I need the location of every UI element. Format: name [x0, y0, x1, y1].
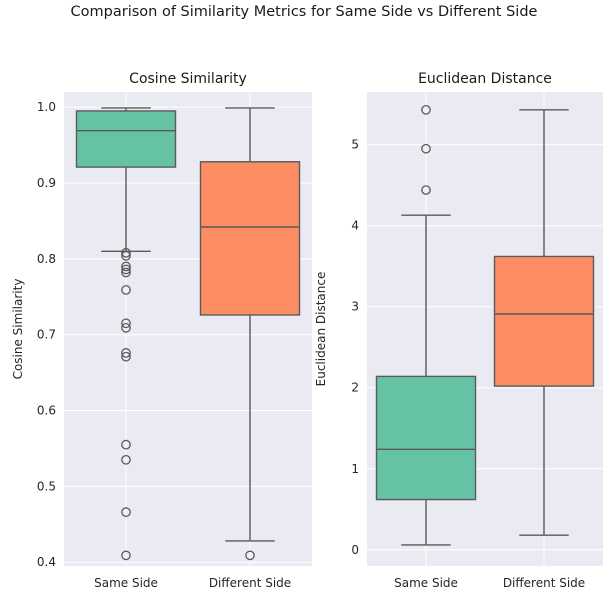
y-tick-label: 1.0: [37, 100, 56, 114]
outlier-point: [121, 264, 131, 275]
x-tick-label: Different Side: [209, 576, 291, 590]
outlier-point: [121, 261, 131, 272]
y-tick-label: 2: [351, 381, 359, 395]
box-same-side: [375, 104, 477, 546]
outlier-point: [121, 348, 131, 358]
y-tick-label: 1: [351, 462, 359, 476]
outlier-point: [121, 454, 131, 465]
y-tick-label: 0.4: [37, 555, 56, 569]
box-different-side: [199, 107, 301, 561]
y-tick-label: 0.7: [37, 328, 56, 342]
x-tick-label: Same Side: [94, 576, 158, 590]
outlier-point: [121, 550, 131, 561]
box-iqr: [493, 255, 595, 387]
outlier-point: [121, 267, 131, 278]
figure-suptitle: Comparison of Similarity Metrics for Sam…: [70, 4, 538, 20]
outlier-point: [121, 247, 131, 258]
outlier-point: [121, 318, 131, 329]
outlier-point: [121, 439, 131, 450]
y-axis-label: Euclidean Distance: [314, 272, 328, 387]
y-tick-label: 5: [351, 138, 359, 152]
x-tick-label: Same Side: [394, 576, 458, 590]
outlier-point: [121, 507, 131, 518]
y-tick-label: 3: [351, 300, 359, 314]
outlier-point: [121, 250, 131, 261]
y-tick-label: 0: [351, 543, 359, 557]
box-iqr: [199, 161, 301, 316]
y-tick-label: 0.8: [37, 252, 56, 266]
y-tick-label: 0.9: [37, 176, 56, 190]
y-tick-label: 0.6: [37, 404, 56, 418]
outlier-point: [421, 185, 431, 195]
panel-2: 0 1 2 3 4 5 Same Side Different Side Euclidean D…: [314, 71, 603, 590]
y-tick-label: 0.5: [37, 479, 56, 493]
y-tick-label: 4: [351, 219, 359, 233]
outlier-point: [121, 351, 131, 362]
outlier-point: [245, 550, 255, 561]
box-different-side: [493, 109, 595, 536]
outlier-point: [121, 323, 131, 333]
panel-title: Cosine Similarity: [129, 71, 247, 87]
panel-1: 0.4 0.5 0.6 0.7 0.8 0.9 1.0 Same Side Different …: [11, 71, 312, 590]
box-iqr: [375, 375, 477, 501]
y-axis-label: Cosine Similarity: [11, 279, 25, 380]
outlier-point: [421, 143, 431, 154]
outlier-point: [121, 285, 131, 295]
box-same-side: [75, 107, 177, 561]
x-tick-label: Different Side: [503, 576, 585, 590]
box-iqr: [75, 110, 177, 168]
panel-title: Euclidean Distance: [418, 71, 552, 87]
outlier-point: [421, 104, 431, 115]
